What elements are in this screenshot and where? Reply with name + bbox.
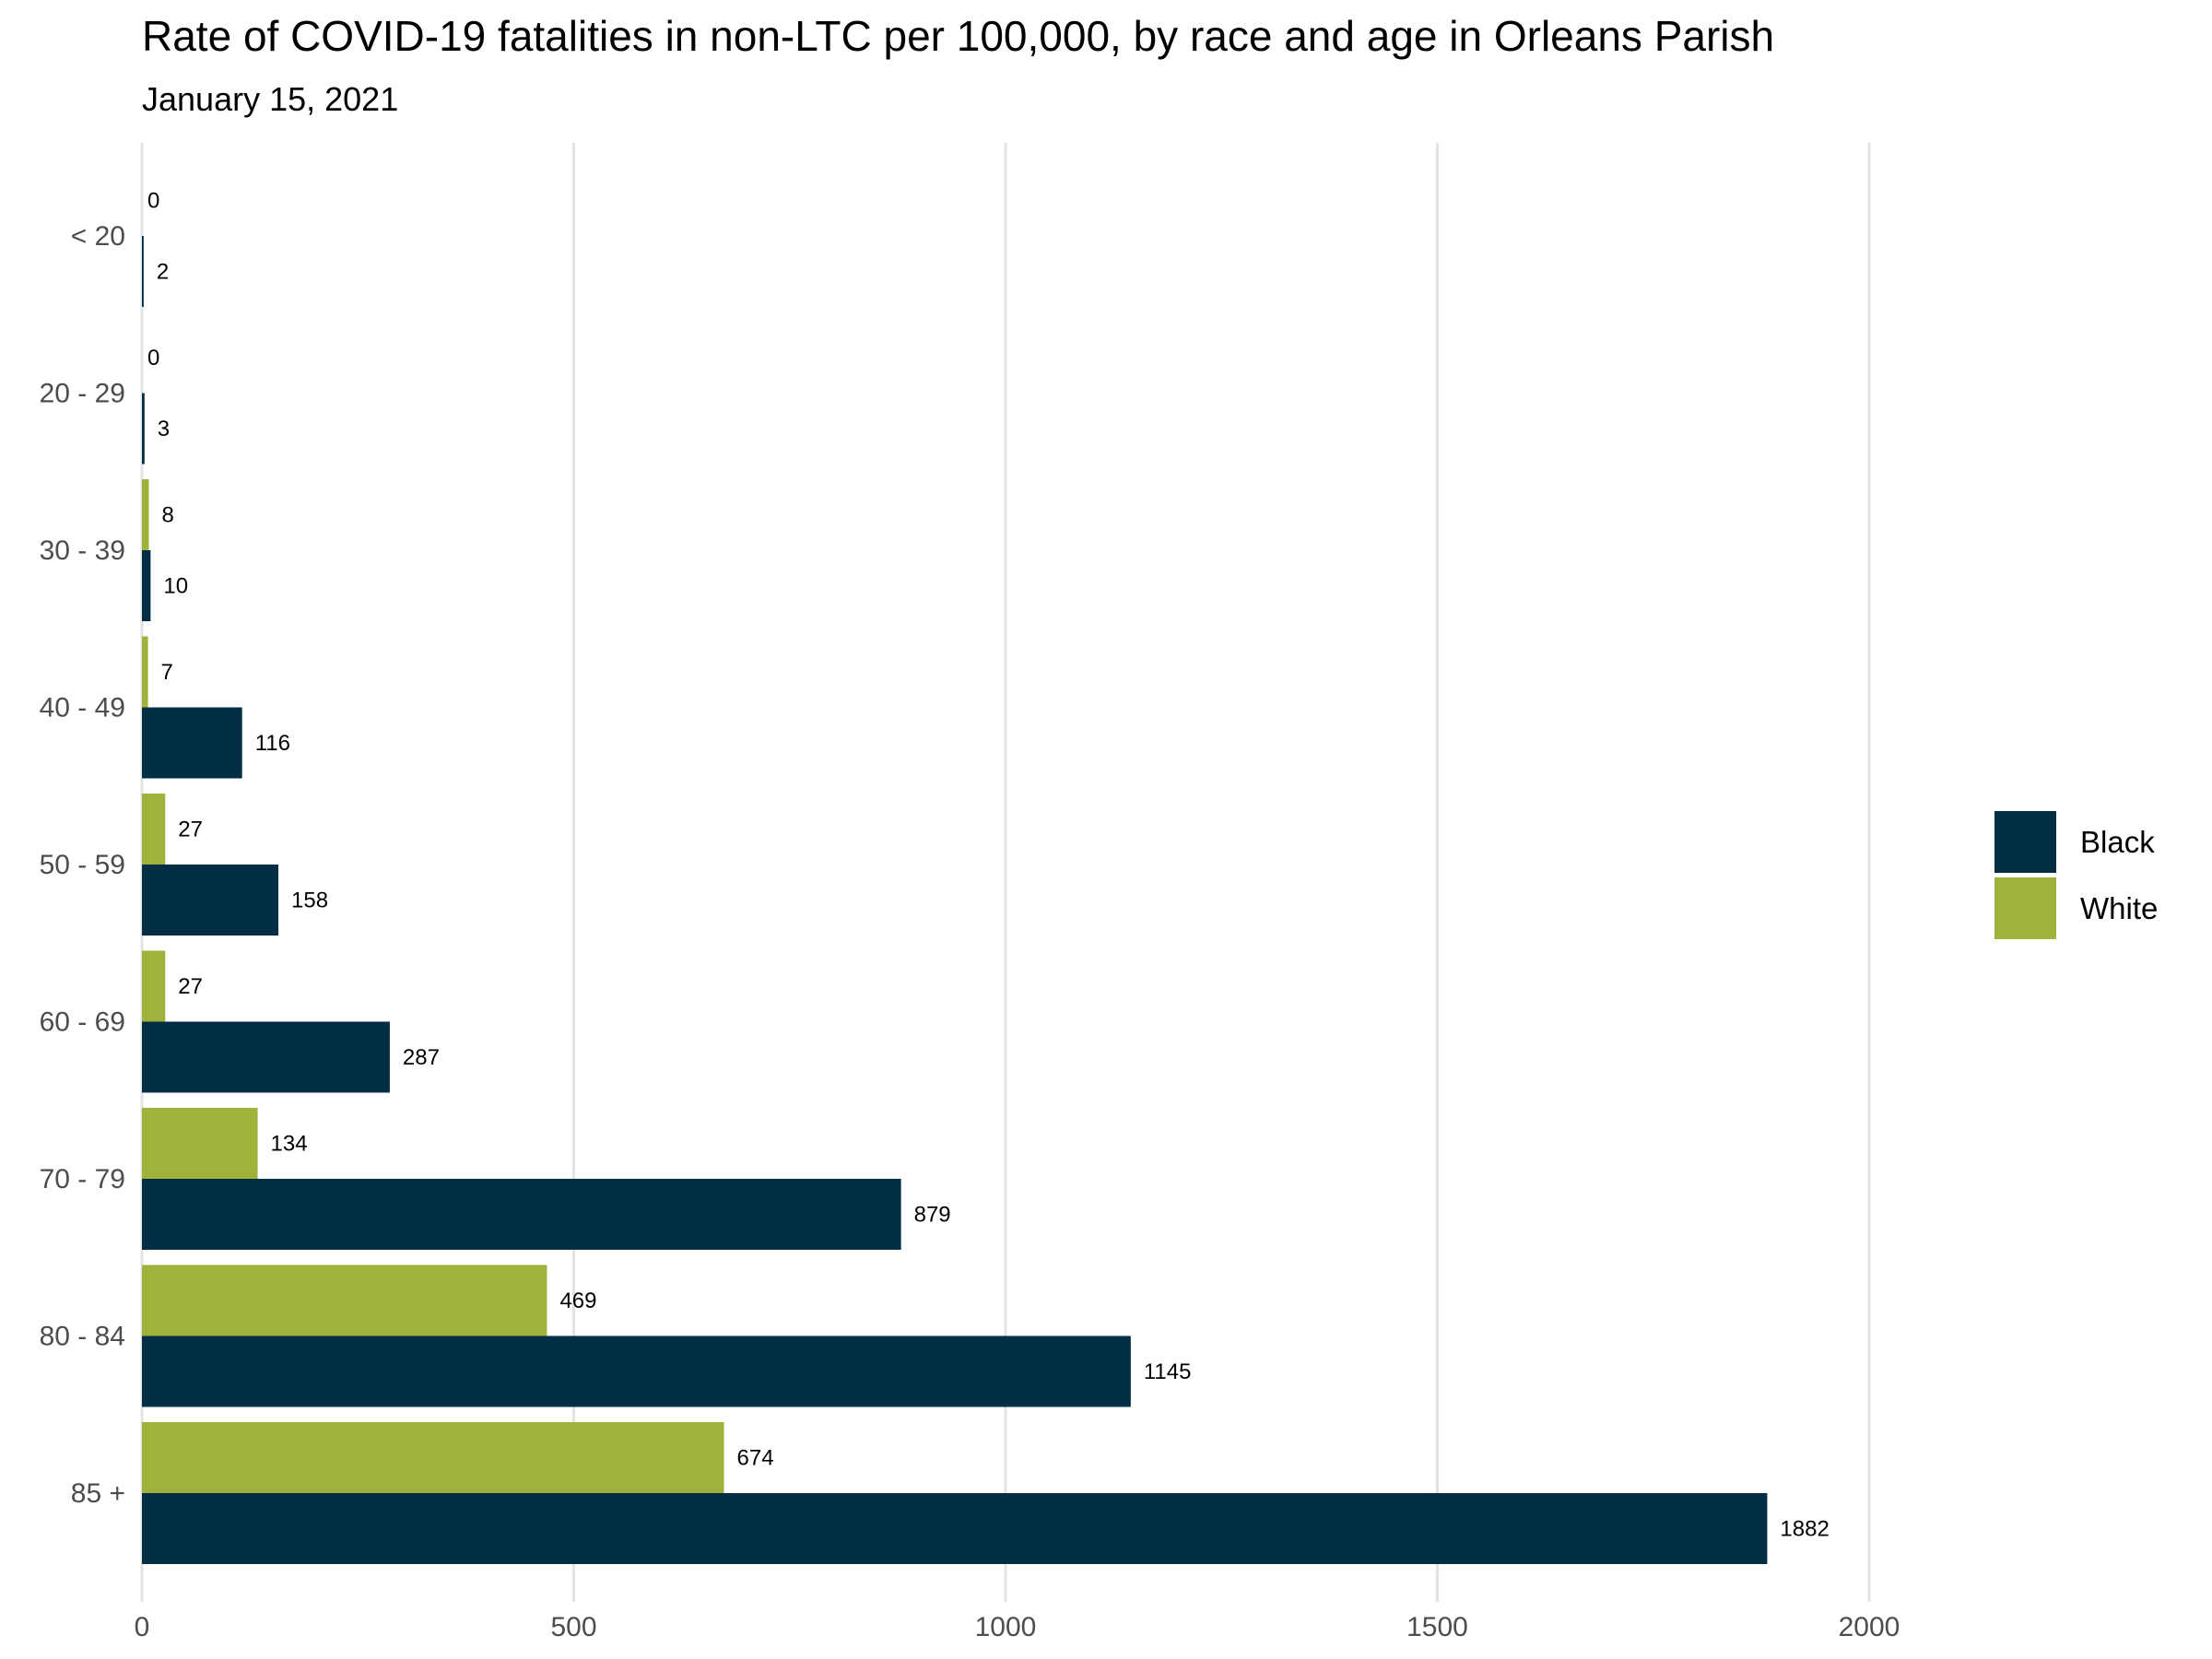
bar-white <box>142 479 149 550</box>
legend-label-black: Black <box>2080 825 2155 859</box>
bar-black <box>142 1021 390 1093</box>
bar-black <box>142 865 279 935</box>
value-label-white: 674 <box>737 1446 774 1471</box>
legend: Black White <box>1994 811 2158 939</box>
bar-white <box>142 1108 258 1179</box>
y-tick-label: 60 - 69 <box>40 1007 125 1038</box>
bar-white <box>142 1422 724 1493</box>
y-tick-label: 20 - 29 <box>40 379 125 409</box>
value-label-white: 0 <box>147 346 159 371</box>
legend-swatch-white <box>1994 877 2056 939</box>
x-tick-label: 500 <box>550 1612 596 1642</box>
bar-black <box>142 236 144 307</box>
legend-label-white: White <box>2080 891 2158 925</box>
value-label-black: 2 <box>157 260 169 285</box>
x-axis-labels: 0 500 1000 1500 2000 <box>135 1612 1900 1642</box>
bar-black <box>142 393 145 465</box>
value-label-black: 158 <box>291 888 328 913</box>
value-label-black: 10 <box>163 574 188 599</box>
value-label-black: 879 <box>914 1203 951 1228</box>
x-tick-label: 0 <box>135 1612 150 1642</box>
x-tick-label: 2000 <box>1839 1612 1900 1642</box>
value-label-white: 469 <box>559 1288 596 1313</box>
chart-subtitle: January 15, 2021 <box>142 80 398 118</box>
y-tick-label: < 20 <box>71 221 125 252</box>
bar-white <box>142 1265 547 1336</box>
y-tick-label: 40 - 49 <box>40 693 125 724</box>
bar-white <box>142 950 166 1022</box>
bar-black <box>142 1493 1768 1564</box>
value-label-black: 1882 <box>1780 1517 1829 1542</box>
y-axis-labels: < 20 20 - 29 30 - 39 40 - 49 50 - 59 60 - 69 7… <box>40 221 125 1509</box>
value-label-black: 287 <box>403 1045 440 1070</box>
y-tick-label: 70 - 79 <box>40 1164 125 1194</box>
y-tick-label: 30 - 39 <box>40 535 125 566</box>
value-label-black: 1145 <box>1144 1359 1192 1384</box>
value-label-black: 3 <box>158 417 170 441</box>
legend-swatch-black <box>1994 811 2056 873</box>
bar-black <box>142 1179 901 1250</box>
value-label-white: 7 <box>161 660 173 685</box>
bar-white <box>142 636 148 708</box>
y-tick-label: 80 - 84 <box>40 1322 125 1352</box>
y-tick-label: 50 - 59 <box>40 850 125 880</box>
x-tick-label: 1000 <box>975 1612 1037 1642</box>
value-label-white: 0 <box>147 189 159 214</box>
value-label-white: 27 <box>178 818 203 842</box>
x-tick-label: 1500 <box>1406 1612 1468 1642</box>
y-tick-label: 85 + <box>71 1478 125 1509</box>
bar-white <box>142 794 166 865</box>
value-label-white: 134 <box>271 1132 308 1157</box>
value-labels: 0 2 0 3 8 10 7 116 27 158 27 287 134 879 469 1145 674 188… <box>147 189 1830 1542</box>
chart-title: Rate of COVID-19 fatalities in non-LTC p… <box>142 12 1774 60</box>
value-label-black: 116 <box>255 731 290 756</box>
bar-black <box>142 1335 1131 1407</box>
value-label-white: 8 <box>161 503 173 528</box>
bars <box>142 236 1768 1564</box>
bar-black <box>142 707 242 779</box>
bar-black <box>142 550 151 621</box>
value-label-white: 27 <box>178 974 203 999</box>
